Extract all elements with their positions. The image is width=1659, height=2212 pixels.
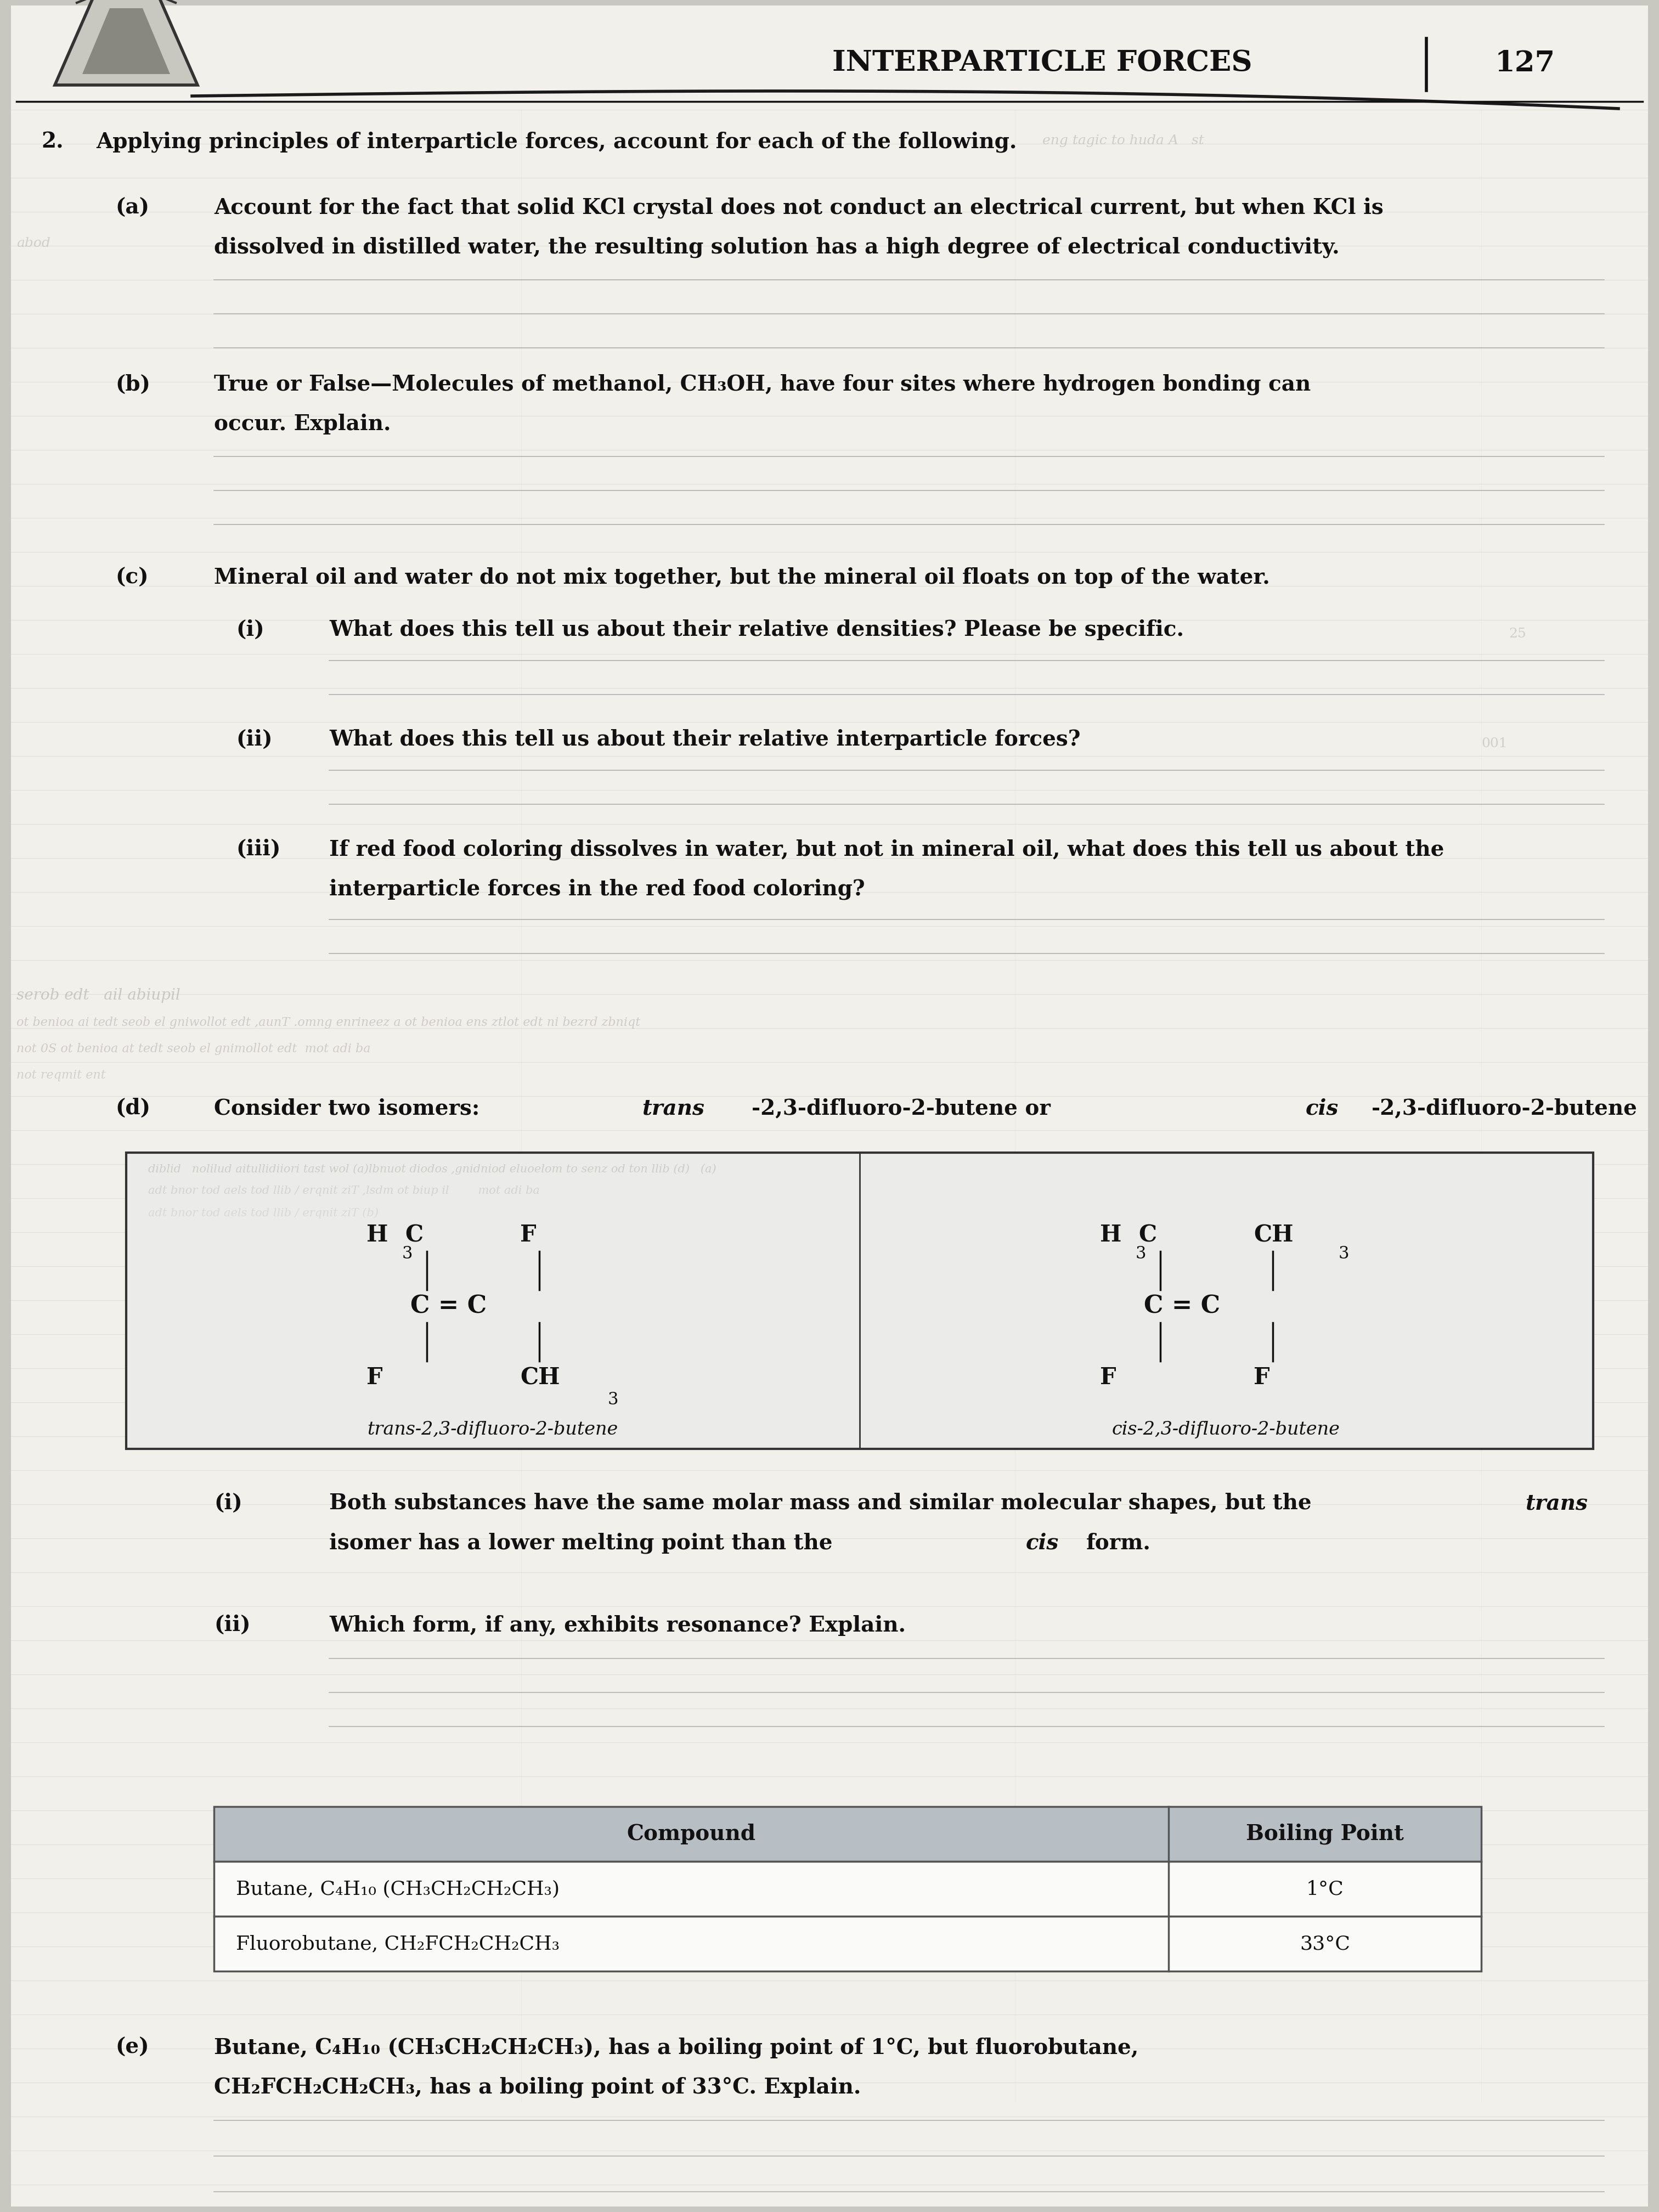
- Text: diblid   nolilud aitullidiiori tast wol (a)lbnuot diodos ,gnidniod eluoelom to s: diblid nolilud aitullidiiori tast wol (a…: [148, 1164, 717, 1175]
- Text: (c): (c): [114, 566, 148, 588]
- Text: 3: 3: [1136, 1245, 1146, 1263]
- Bar: [214, 1916, 1481, 1971]
- Text: What does this tell us about their relative densities? Please be specific.: What does this tell us about their relat…: [328, 619, 1185, 639]
- Text: serob edt   ail abiupil: serob edt ail abiupil: [17, 989, 181, 1002]
- Text: not reqmit ent: not reqmit ent: [17, 1068, 106, 1082]
- Text: form.: form.: [1087, 1533, 1151, 1553]
- Text: trans: trans: [1525, 1493, 1588, 1513]
- Bar: [214, 1807, 1481, 1863]
- Text: trans-2,3-difluoro-2-butene: trans-2,3-difluoro-2-butene: [367, 1420, 619, 1438]
- Text: 1°C: 1°C: [1306, 1880, 1344, 1898]
- Text: CH₂FCH₂CH₂CH₃, has a boiling point of 33°C. Explain.: CH₂FCH₂CH₂CH₃, has a boiling point of 33…: [214, 2077, 861, 2097]
- Text: 2.: 2.: [41, 133, 63, 153]
- Text: isomer has a lower melting point than the: isomer has a lower melting point than th…: [328, 1533, 839, 1553]
- Text: 3: 3: [607, 1391, 619, 1409]
- Text: not 0S ot benioa at tedt seob el gnimollot edt  mot adi ba: not 0S ot benioa at tedt seob el gnimoll…: [17, 1042, 370, 1055]
- Text: cis-2,3-difluoro-2-butene: cis-2,3-difluoro-2-butene: [1112, 1420, 1340, 1438]
- Bar: [214, 1863, 1481, 1916]
- Text: Both substances have the same molar mass and similar molecular shapes, but the: Both substances have the same molar mass…: [328, 1493, 1319, 1513]
- Text: Boiling Point: Boiling Point: [1246, 1823, 1404, 1845]
- Text: (e): (e): [114, 2037, 149, 2057]
- Text: adt bnor tod aels tod llib / erqnit ziT ,lsdm ot biup il        mot adi ba: adt bnor tod aels tod llib / erqnit ziT …: [148, 1186, 539, 1197]
- Text: 3: 3: [1339, 1245, 1349, 1263]
- Text: (b): (b): [114, 374, 151, 396]
- Text: Fluorobutane, CH₂FCH₂CH₂CH₃: Fluorobutane, CH₂FCH₂CH₂CH₃: [236, 1936, 559, 1953]
- Text: C = C: C = C: [1143, 1294, 1219, 1318]
- Text: (i): (i): [214, 1493, 242, 1513]
- Text: -2,3-difluoro-2-butene: -2,3-difluoro-2-butene: [1372, 1097, 1637, 1119]
- Text: Mineral oil and water do not mix together, but the mineral oil floats on top of : Mineral oil and water do not mix togethe…: [214, 566, 1269, 588]
- Text: abod: abod: [17, 237, 50, 250]
- Text: 25: 25: [1508, 628, 1526, 639]
- Bar: [126, 1152, 1593, 1449]
- Text: (a): (a): [114, 197, 149, 219]
- Text: eng tagic to huda A   st: eng tagic to huda A st: [1042, 135, 1204, 146]
- Text: (iii): (iii): [236, 838, 280, 860]
- Text: CH: CH: [1254, 1223, 1294, 1245]
- Text: ot benioa ai tedt seob el gniwollot edt ,aunT .omng enrineez a ot benioa ens ztl: ot benioa ai tedt seob el gniwollot edt …: [17, 1018, 640, 1029]
- Text: (ii): (ii): [214, 1615, 251, 1635]
- Text: (i): (i): [236, 619, 264, 639]
- Text: cis: cis: [1306, 1097, 1339, 1119]
- Text: 33°C: 33°C: [1299, 1936, 1350, 1953]
- Text: If red food coloring dissolves in water, but not in mineral oil, what does this : If red food coloring dissolves in water,…: [328, 838, 1443, 860]
- Text: H: H: [367, 1223, 388, 1245]
- Text: C = C: C = C: [410, 1294, 486, 1318]
- Text: trans: trans: [642, 1097, 705, 1119]
- Text: C: C: [1138, 1223, 1156, 1245]
- Polygon shape: [55, 0, 197, 84]
- Text: interparticle forces in the red food coloring?: interparticle forces in the red food col…: [328, 878, 864, 900]
- Text: 3: 3: [401, 1245, 413, 1263]
- Text: (d): (d): [114, 1097, 151, 1119]
- Text: occur. Explain.: occur. Explain.: [214, 414, 392, 434]
- Text: C: C: [405, 1223, 423, 1245]
- Text: Which form, if any, exhibits resonance? Explain.: Which form, if any, exhibits resonance? …: [328, 1615, 906, 1635]
- Text: F: F: [367, 1367, 383, 1389]
- Text: (ii): (ii): [236, 730, 272, 750]
- Text: F: F: [519, 1223, 536, 1245]
- Text: Applying principles of interparticle forces, account for each of the following.: Applying principles of interparticle for…: [96, 133, 1017, 153]
- Text: Account for the fact that solid KCl crystal does not conduct an electrical curre: Account for the fact that solid KCl crys…: [214, 197, 1384, 219]
- Text: Consider two isomers:: Consider two isomers:: [214, 1097, 488, 1119]
- Text: True or False—Molecules of methanol, CH₃OH, have four sites where hydrogen bondi: True or False—Molecules of methanol, CH₃…: [214, 374, 1311, 396]
- Text: INTERPARTICLE FORCES: INTERPARTICLE FORCES: [833, 49, 1253, 77]
- Text: H: H: [1100, 1223, 1121, 1245]
- Text: Compound: Compound: [627, 1823, 757, 1845]
- Text: F: F: [1100, 1367, 1117, 1389]
- Text: What does this tell us about their relative interparticle forces?: What does this tell us about their relat…: [328, 730, 1080, 750]
- Text: CH: CH: [519, 1367, 559, 1389]
- Text: Butane, C₄H₁₀ (CH₃CH₂CH₂CH₃): Butane, C₄H₁₀ (CH₃CH₂CH₂CH₃): [236, 1880, 559, 1898]
- Text: dissolved in distilled water, the resulting solution has a high degree of electr: dissolved in distilled water, the result…: [214, 237, 1339, 259]
- Text: 127: 127: [1495, 49, 1556, 77]
- Polygon shape: [83, 9, 171, 73]
- Text: adt bnor tod aels tod llib / erqnit ziT (b): adt bnor tod aels tod llib / erqnit ziT …: [148, 1208, 378, 1219]
- Text: -2,3-difluoro-2-butene or: -2,3-difluoro-2-butene or: [752, 1097, 1058, 1119]
- Text: 001: 001: [1481, 737, 1508, 750]
- Text: cis: cis: [1025, 1533, 1058, 1553]
- Text: F: F: [1254, 1367, 1269, 1389]
- Text: Butane, C₄H₁₀ (CH₃CH₂CH₂CH₃), has a boiling point of 1°C, but fluorobutane,: Butane, C₄H₁₀ (CH₃CH₂CH₂CH₃), has a boil…: [214, 2037, 1138, 2057]
